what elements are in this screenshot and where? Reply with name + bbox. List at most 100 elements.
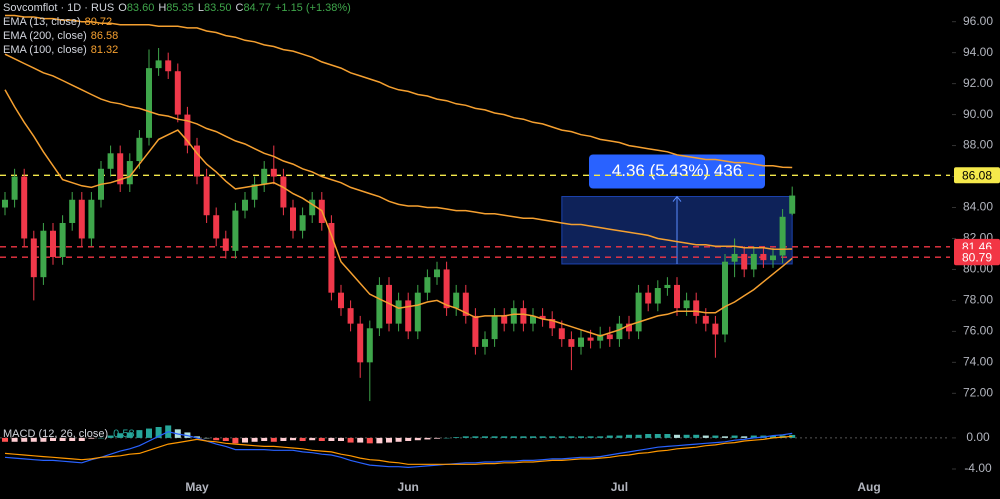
histogram-bar <box>126 432 133 438</box>
histogram-bar <box>347 437 354 443</box>
candle-body <box>155 60 162 69</box>
histogram-bar <box>78 437 85 441</box>
histogram-bar <box>462 436 469 438</box>
candle-body <box>683 300 690 309</box>
ohlc: O83.60 H85.35 L83.50 C84.77 +1.15 (+1.38%) <box>114 2 351 14</box>
ema-line <box>4 53 793 251</box>
symbol: Sovcomflot · 1D · RUS <box>3 2 115 14</box>
ohlc-key: C <box>235 2 244 14</box>
histogram-bar <box>309 437 316 441</box>
candle-body <box>462 292 469 316</box>
candle-body <box>789 195 796 214</box>
candle-body <box>251 184 258 200</box>
candle-body <box>261 168 268 185</box>
candle-body <box>741 253 748 270</box>
candle-body <box>597 334 604 341</box>
candle-body <box>731 253 738 262</box>
histogram-bar <box>674 434 680 438</box>
candle-body <box>712 323 719 335</box>
candle-body <box>88 199 95 239</box>
candle-body <box>424 277 431 293</box>
histogram-bar <box>741 436 748 438</box>
y-tick-label: 78.00 <box>963 293 993 307</box>
y-tick-label: 96.00 <box>963 14 993 28</box>
histogram-bar <box>69 437 76 441</box>
candle-body <box>194 145 200 177</box>
histogram-bar <box>693 434 700 438</box>
histogram-bar <box>251 437 258 442</box>
histogram-bar <box>30 437 37 442</box>
histogram-bar <box>424 437 431 440</box>
ema-line <box>5 14 793 169</box>
candle-body <box>491 315 498 340</box>
candle-body <box>693 300 700 316</box>
candle-body <box>626 323 632 332</box>
histogram-bar <box>664 434 671 438</box>
legend-value: 86.58 <box>90 30 119 42</box>
histogram-bar <box>232 437 239 444</box>
ohlc-value: 85.35 <box>166 2 194 14</box>
histogram-bar <box>357 437 364 443</box>
histogram-bar <box>290 437 296 441</box>
legend-name: EMA (200, close) <box>3 30 87 42</box>
histogram-bar <box>270 437 277 442</box>
candle-body <box>434 269 440 278</box>
y-tick-label: 94.00 <box>963 45 993 59</box>
histogram-bar <box>453 437 460 438</box>
histogram-bar <box>107 435 114 438</box>
candle-body <box>50 230 56 258</box>
candle-body <box>616 323 623 340</box>
histogram-bar <box>155 427 162 438</box>
macd-line <box>4 431 793 469</box>
histogram-bar <box>539 436 546 438</box>
candle-body <box>674 284 680 309</box>
histogram-bar <box>414 437 421 441</box>
histogram-bar <box>146 428 152 438</box>
ohlc-key: L <box>197 2 204 14</box>
candle-body <box>242 199 248 211</box>
histogram-bar <box>40 437 47 442</box>
candle-body <box>760 253 767 261</box>
legend-name: EMA (100, close) <box>3 44 87 56</box>
candle-body <box>635 292 642 332</box>
histogram-bar <box>616 435 623 438</box>
histogram-bar <box>338 437 344 441</box>
candle-body <box>539 315 546 319</box>
histogram-bar <box>386 437 392 443</box>
y-tick-label: 76.00 <box>963 324 993 338</box>
candle-body <box>606 334 613 340</box>
histogram-bar <box>530 436 536 438</box>
histogram-bar <box>405 437 412 441</box>
histogram-bar <box>520 436 527 438</box>
candle-body <box>472 315 479 347</box>
price-line-label: 80.79 <box>962 250 992 264</box>
candle-body <box>722 261 728 335</box>
histogram-bar <box>11 437 18 442</box>
legend-row: EMA (200, close) 86.58 <box>3 29 351 43</box>
histogram-bar <box>549 436 556 438</box>
candle-body <box>395 300 402 324</box>
measure-label-box <box>589 154 765 189</box>
candle-body <box>290 207 296 231</box>
candle-body <box>69 199 76 223</box>
histogram-bar <box>242 437 248 443</box>
ohlc-value: 83.50 <box>203 2 232 14</box>
histogram-bar <box>366 437 373 444</box>
ohlc-key: H <box>158 2 167 14</box>
candle-body <box>11 176 18 200</box>
ohlc-value: 84.77 <box>243 2 271 14</box>
legend-value: 81.32 <box>90 44 119 56</box>
y-tick-label: 90.00 <box>963 107 993 121</box>
histogram-bar <box>261 437 268 441</box>
histogram-bar <box>626 434 632 438</box>
y-tick-label: 84.00 <box>963 200 993 214</box>
x-tick-label: Aug <box>857 480 880 494</box>
candle-body <box>587 337 594 341</box>
candle-body <box>530 315 536 324</box>
price-line-label: 86.08 <box>962 168 992 182</box>
candle-body <box>664 284 671 289</box>
measure-label: 4.36 (5.43%) 436 <box>612 161 742 180</box>
candle-body <box>779 216 786 256</box>
candle-body <box>309 199 316 216</box>
price-line-tag <box>954 249 1000 266</box>
